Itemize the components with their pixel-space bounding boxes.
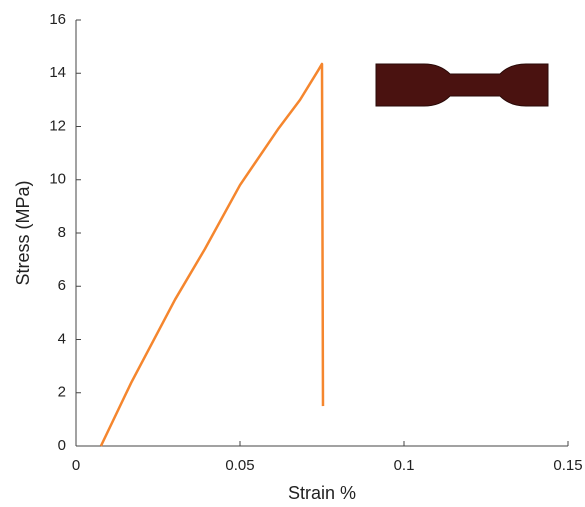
y-tick-label: 16 [49, 11, 66, 28]
y-tick-label: 10 [49, 171, 66, 188]
y-tick-label: 14 [49, 64, 66, 81]
y-tick-label: 2 [58, 384, 66, 401]
y-tick-label: 0 [58, 437, 66, 454]
y-axis-title: Stress (MPa) [13, 180, 33, 285]
x-tick-label: 0.15 [553, 457, 582, 474]
x-tick-label: 0 [72, 457, 80, 474]
y-tick-label: 4 [58, 330, 66, 347]
x-axis-title: Strain % [288, 483, 356, 503]
x-tick-label: 0.05 [225, 457, 254, 474]
x-tick-label: 0.1 [394, 457, 415, 474]
y-tick-label: 12 [49, 117, 66, 134]
y-tick-label: 6 [58, 277, 66, 294]
data-line [99, 62, 325, 447]
specimen-image [375, 63, 549, 107]
y-tick-label: 8 [58, 224, 66, 241]
